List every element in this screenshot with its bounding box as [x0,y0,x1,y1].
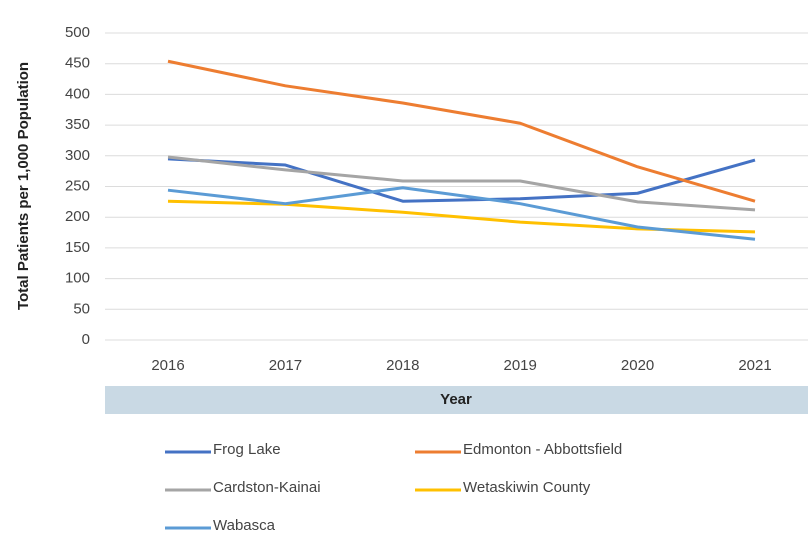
legend-label: Frog Lake [213,441,281,458]
series-line [167,155,756,212]
x-tick-label: 2021 [738,357,771,374]
y-tick-label: 350 [65,116,90,133]
y-axis-label: Total Patients per 1,000 Population [15,62,32,310]
series-line [167,186,756,241]
series-line [167,157,756,203]
legend-label: Edmonton - Abbottsfield [463,441,622,458]
y-tick-label: 500 [65,24,90,41]
legend-label: Cardston-Kainai [213,479,321,496]
y-tick-label: 300 [65,147,90,164]
y-tick-label: 250 [65,177,90,194]
y-tick-label: 450 [65,55,90,72]
x-tick-label: 2016 [151,357,184,374]
y-tick-label: 150 [65,239,90,256]
y-tick-label: 100 [65,270,90,287]
x-tick-label: 2018 [386,357,419,374]
y-tick-label: 0 [82,331,90,348]
y-tick-label: 50 [73,300,90,317]
legend-label: Wabasca [213,517,276,534]
series-line [167,59,756,203]
x-tick-label: 2020 [621,357,654,374]
x-axis-band [105,386,808,414]
x-tick-label: 2017 [269,357,302,374]
x-axis-label: Year [440,391,472,408]
y-tick-label: 400 [65,85,90,102]
x-tick-label: 2019 [504,357,537,374]
legend-label: Wetaskiwin County [463,479,591,496]
y-tick-label: 200 [65,208,90,225]
series-line [167,199,756,234]
